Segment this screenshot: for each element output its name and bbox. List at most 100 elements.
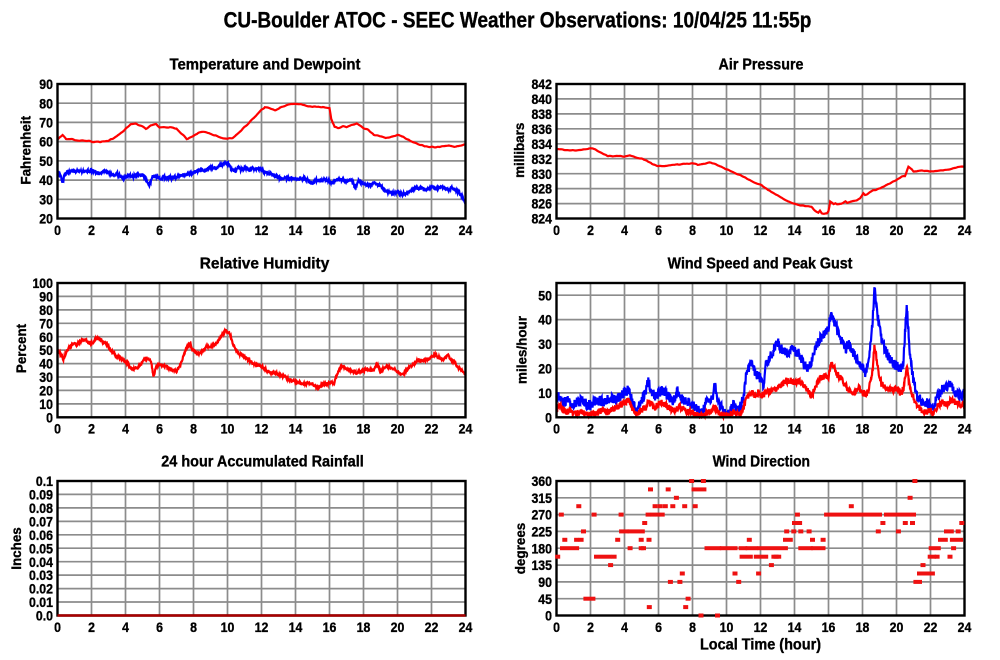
- svg-text:24: 24: [958, 222, 972, 238]
- svg-text:14: 14: [788, 421, 802, 437]
- svg-text:80: 80: [39, 96, 53, 112]
- svg-text:12: 12: [754, 222, 768, 238]
- svg-text:40: 40: [39, 356, 53, 372]
- svg-text:0.01: 0.01: [29, 594, 53, 610]
- svg-text:2: 2: [587, 421, 594, 437]
- svg-text:40: 40: [538, 312, 552, 328]
- svg-text:10: 10: [39, 396, 53, 412]
- svg-text:Percent: Percent: [14, 323, 29, 373]
- svg-text:0: 0: [54, 421, 61, 437]
- svg-text:225: 225: [531, 524, 552, 540]
- svg-text:315: 315: [531, 490, 552, 506]
- svg-text:10: 10: [221, 619, 235, 635]
- svg-text:10: 10: [221, 222, 235, 238]
- svg-text:20: 20: [538, 361, 552, 377]
- svg-text:840: 840: [531, 91, 552, 107]
- svg-text:80: 80: [39, 302, 53, 318]
- svg-text:100: 100: [32, 275, 53, 291]
- svg-text:24: 24: [958, 421, 972, 437]
- svg-text:838: 838: [531, 106, 552, 122]
- svg-text:14: 14: [289, 619, 303, 635]
- svg-text:Wind Direction: Wind Direction: [713, 452, 810, 470]
- svg-text:4: 4: [621, 222, 628, 238]
- svg-text:270: 270: [531, 507, 552, 523]
- svg-text:18: 18: [357, 421, 371, 437]
- svg-text:0.06: 0.06: [29, 527, 53, 543]
- svg-text:0: 0: [54, 222, 61, 238]
- svg-text:8: 8: [190, 421, 197, 437]
- svg-text:0: 0: [545, 410, 552, 426]
- svg-text:miles/hour: miles/hour: [514, 315, 529, 384]
- svg-text:30: 30: [538, 336, 552, 352]
- svg-text:0.05: 0.05: [29, 541, 53, 557]
- svg-text:14: 14: [788, 619, 802, 635]
- svg-text:16: 16: [822, 222, 836, 238]
- svg-text:16: 16: [323, 619, 337, 635]
- svg-text:834: 834: [531, 136, 552, 152]
- svg-text:0: 0: [545, 608, 552, 624]
- svg-text:60: 60: [39, 329, 53, 345]
- svg-text:18: 18: [357, 222, 371, 238]
- svg-text:14: 14: [289, 421, 303, 437]
- svg-text:22: 22: [924, 421, 938, 437]
- svg-text:24: 24: [459, 222, 473, 238]
- svg-text:12: 12: [255, 222, 269, 238]
- svg-text:180: 180: [531, 541, 552, 557]
- svg-text:degrees: degrees: [513, 522, 528, 574]
- svg-text:24: 24: [459, 619, 473, 635]
- svg-text:12: 12: [754, 619, 768, 635]
- svg-text:24 hour Accumulated Rainfall: 24 hour Accumulated Rainfall: [161, 453, 363, 471]
- svg-text:2: 2: [88, 421, 95, 437]
- svg-text:0: 0: [553, 619, 560, 635]
- svg-text:Wind Speed and Peak Gust: Wind Speed and Peak Gust: [668, 255, 853, 273]
- svg-text:22: 22: [425, 421, 439, 437]
- svg-text:Air Pressure: Air Pressure: [719, 56, 804, 74]
- svg-text:2: 2: [587, 222, 594, 238]
- svg-text:22: 22: [924, 222, 938, 238]
- svg-text:60: 60: [39, 134, 53, 150]
- svg-text:6: 6: [655, 619, 662, 635]
- svg-text:4: 4: [122, 619, 129, 635]
- svg-text:CU-Boulder ATOC - SEEC Weather: CU-Boulder ATOC - SEEC Weather Observati…: [224, 8, 812, 33]
- svg-text:0.1: 0.1: [36, 473, 53, 489]
- svg-text:50: 50: [39, 153, 53, 169]
- svg-text:8: 8: [190, 222, 197, 238]
- svg-text:0.02: 0.02: [29, 581, 53, 597]
- svg-text:4: 4: [621, 619, 628, 635]
- svg-text:10: 10: [720, 421, 734, 437]
- svg-text:6: 6: [156, 619, 163, 635]
- svg-text:2: 2: [88, 222, 95, 238]
- svg-text:0.0: 0.0: [36, 608, 53, 624]
- svg-text:836: 836: [531, 121, 552, 137]
- svg-text:842: 842: [531, 76, 552, 92]
- svg-text:0: 0: [54, 619, 61, 635]
- svg-text:16: 16: [822, 619, 836, 635]
- svg-text:16: 16: [323, 222, 337, 238]
- svg-text:40: 40: [39, 172, 53, 188]
- svg-text:0.04: 0.04: [29, 554, 54, 570]
- svg-text:8: 8: [689, 619, 696, 635]
- svg-text:6: 6: [655, 222, 662, 238]
- svg-text:0.08: 0.08: [29, 500, 53, 516]
- svg-text:20: 20: [391, 619, 405, 635]
- svg-text:0.07: 0.07: [29, 514, 53, 530]
- svg-text:0: 0: [46, 410, 53, 426]
- svg-text:826: 826: [531, 196, 552, 212]
- svg-text:4: 4: [122, 222, 129, 238]
- svg-text:14: 14: [788, 222, 802, 238]
- svg-text:360: 360: [531, 473, 552, 489]
- svg-text:0: 0: [553, 222, 560, 238]
- svg-text:20: 20: [391, 421, 405, 437]
- svg-text:2: 2: [88, 619, 95, 635]
- svg-text:8: 8: [689, 421, 696, 437]
- svg-text:8: 8: [190, 619, 197, 635]
- svg-text:830: 830: [531, 166, 552, 182]
- svg-text:4: 4: [621, 421, 628, 437]
- svg-text:Local Time (hour): Local Time (hour): [700, 636, 821, 654]
- svg-text:18: 18: [856, 222, 870, 238]
- svg-text:90: 90: [39, 76, 53, 92]
- svg-text:18: 18: [856, 421, 870, 437]
- svg-text:10: 10: [720, 619, 734, 635]
- svg-text:45: 45: [538, 591, 552, 607]
- svg-text:6: 6: [156, 222, 163, 238]
